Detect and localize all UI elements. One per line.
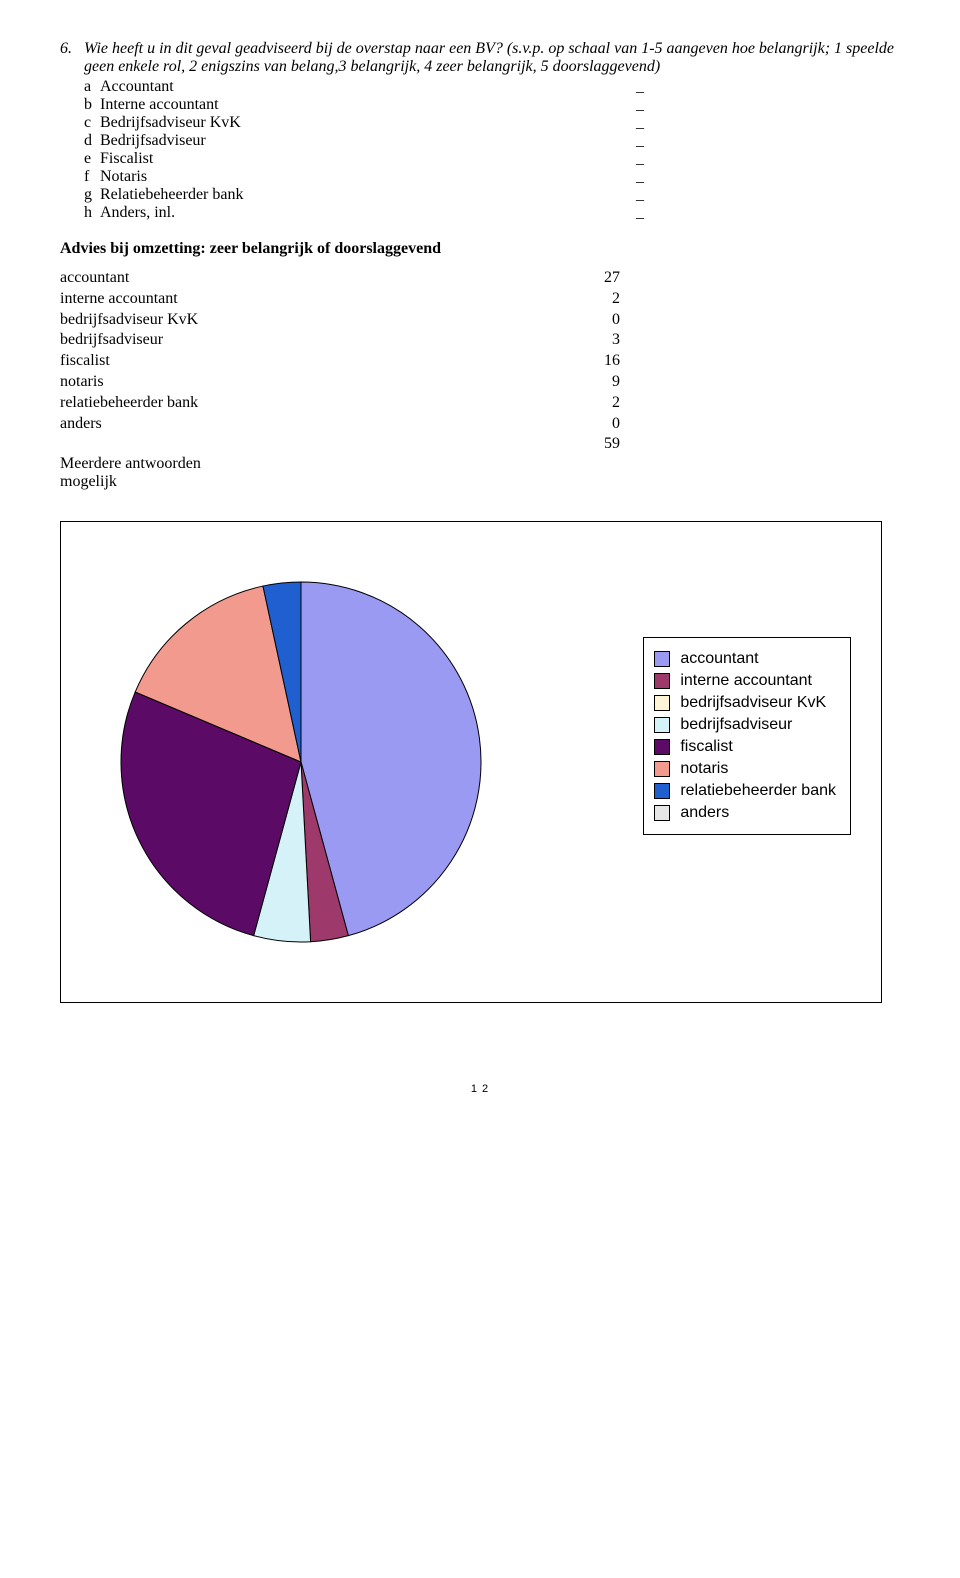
legend-swatch <box>654 761 670 777</box>
table-row: accountant 27 <box>60 268 620 289</box>
option-letter: b <box>84 96 100 114</box>
legend-label: bedrijfsadviseur KvK <box>680 694 826 712</box>
row-value: 0 <box>580 414 620 435</box>
option-letter: c <box>84 114 100 132</box>
legend-item: bedrijfsadviseur <box>654 716 836 734</box>
legend-swatch <box>654 739 670 755</box>
option-row: cBedrijfsadviseur KvK_ <box>84 114 644 132</box>
option-letter: d <box>84 132 100 150</box>
legend-item: anders <box>654 804 836 822</box>
legend-swatch <box>654 805 670 821</box>
row-value: 2 <box>580 289 620 310</box>
legend-swatch <box>654 783 670 799</box>
legend-item: accountant <box>654 650 836 668</box>
option-label: Relatiebeheerder bank <box>100 186 624 204</box>
legend-label: relatiebeheerder bank <box>680 782 836 800</box>
option-label: Bedrijfsadviseur <box>100 132 624 150</box>
row-label: notaris <box>60 372 104 393</box>
legend-swatch <box>654 673 670 689</box>
row-value: 3 <box>580 330 620 351</box>
legend-label: interne accountant <box>680 672 812 690</box>
option-blank: _ <box>624 150 644 168</box>
note-line: Meerdere antwoorden <box>60 455 900 473</box>
table-row: relatiebeheerder bank 2 <box>60 393 620 414</box>
legend-label: fiscalist <box>680 738 732 756</box>
legend-label: notaris <box>680 760 728 778</box>
legend-item: fiscalist <box>654 738 836 756</box>
row-label: bedrijfsadviseur <box>60 330 163 351</box>
row-value: 0 <box>580 310 620 331</box>
table-row: fiscalist 16 <box>60 351 620 372</box>
row-label: accountant <box>60 268 129 289</box>
option-label: Bedrijfsadviseur KvK <box>100 114 624 132</box>
option-label: Notaris <box>100 168 624 186</box>
legend-label: accountant <box>680 650 758 668</box>
legend-swatch <box>654 695 670 711</box>
option-letter: a <box>84 78 100 96</box>
row-value: 16 <box>580 351 620 372</box>
row-value: 2 <box>580 393 620 414</box>
option-blank: _ <box>624 132 644 150</box>
pie-chart-container: accountant interne accountant bedrijfsadvi… <box>60 521 882 1003</box>
section-heading: Advies bij omzetting: zeer belangrijk of… <box>60 240 900 258</box>
option-label: Anders, inl. <box>100 204 624 222</box>
table-row: notaris 9 <box>60 372 620 393</box>
option-label: Interne accountant <box>100 96 624 114</box>
row-label: bedrijfsadviseur KvK <box>60 310 198 331</box>
option-letter: e <box>84 150 100 168</box>
row-label: relatiebeheerder bank <box>60 393 198 414</box>
page-number: 1 2 <box>60 1083 900 1095</box>
note: Meerdere antwoorden mogelijk <box>60 455 900 491</box>
row-label: anders <box>60 414 102 435</box>
row-label: fiscalist <box>60 351 110 372</box>
option-row: bInterne accountant_ <box>84 96 644 114</box>
data-table: accountant27interne accountant2bedrijfsa… <box>60 268 620 455</box>
table-row: interne accountant 2 <box>60 289 620 310</box>
pie-chart <box>101 572 501 972</box>
option-row: eFiscalist_ <box>84 150 644 168</box>
option-letter: h <box>84 204 100 222</box>
table-row: bedrijfsadviseur 3 <box>60 330 620 351</box>
option-blank: _ <box>624 168 644 186</box>
table-row: bedrijfsadviseur KvK 0 <box>60 310 620 331</box>
row-label: interne accountant <box>60 289 178 310</box>
option-label: Fiscalist <box>100 150 624 168</box>
chart-legend: accountant interne accountant bedrijfsadvi… <box>643 637 851 835</box>
row-value: 59 <box>580 434 620 455</box>
table-row: 59 <box>60 434 620 455</box>
option-blank: _ <box>624 96 644 114</box>
legend-item: interne accountant <box>654 672 836 690</box>
option-label: Accountant <box>100 78 624 96</box>
option-row: fNotaris_ <box>84 168 644 186</box>
option-blank: _ <box>624 114 644 132</box>
option-row: aAccountant_ <box>84 78 644 96</box>
question-text: Wie heeft u in dit geval geadviseerd bij… <box>84 40 900 76</box>
option-row: gRelatiebeheerder bank_ <box>84 186 644 204</box>
question-number: 6. <box>60 40 84 76</box>
legend-swatch <box>654 651 670 667</box>
option-row: hAnders, inl._ <box>84 204 644 222</box>
legend-item: relatiebeheerder bank <box>654 782 836 800</box>
legend-swatch <box>654 717 670 733</box>
row-value: 27 <box>580 268 620 289</box>
options-list: aAccountant_bInterne accountant_cBedrijf… <box>60 78 900 222</box>
legend-label: anders <box>680 804 729 822</box>
note-line: mogelijk <box>60 473 900 491</box>
legend-label: bedrijfsadviseur <box>680 716 792 734</box>
option-blank: _ <box>624 204 644 222</box>
table-row: anders 0 <box>60 414 620 435</box>
option-letter: g <box>84 186 100 204</box>
row-value: 9 <box>580 372 620 393</box>
question-row: 6. Wie heeft u in dit geval geadviseerd … <box>60 40 900 76</box>
option-blank: _ <box>624 78 644 96</box>
legend-item: notaris <box>654 760 836 778</box>
legend-item: bedrijfsadviseur KvK <box>654 694 836 712</box>
option-blank: _ <box>624 186 644 204</box>
option-letter: f <box>84 168 100 186</box>
option-row: dBedrijfsadviseur_ <box>84 132 644 150</box>
